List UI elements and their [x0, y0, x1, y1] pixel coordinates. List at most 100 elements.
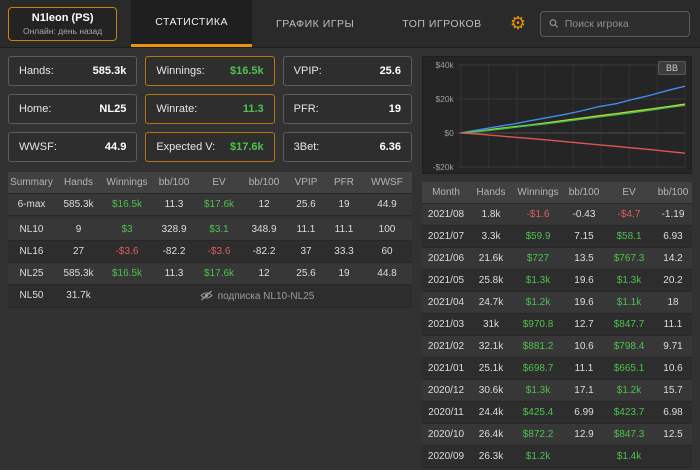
table-row: 2021/07 3.3k $59.9 7.15 $58.1 6.93 — [422, 225, 692, 248]
cell: -82.2 — [152, 240, 196, 263]
cell: -$1.6 — [512, 203, 564, 226]
column-header: EV — [604, 182, 654, 204]
cell: -0.43 — [564, 203, 604, 226]
cell: 26.4k — [470, 423, 512, 446]
subscription-note[interactable]: подписка NL10-NL25 — [102, 284, 412, 308]
cell: 25.1k — [470, 357, 512, 380]
eye-off-icon — [199, 290, 213, 300]
cell: 2021/03 — [422, 313, 470, 336]
cell: 2021/01 — [422, 357, 470, 380]
cell: 31.7k — [55, 284, 102, 308]
player-badge[interactable]: N1leon (PS) Онлайн: день назад — [8, 6, 118, 41]
bb-toggle[interactable]: BB — [657, 61, 686, 75]
cell: 585.3k — [55, 262, 102, 285]
cell: $872.2 — [512, 423, 564, 446]
y-axis-label: $20k — [436, 94, 455, 104]
stat-value: $17.6k — [230, 141, 264, 153]
column-header: Winnings — [512, 182, 564, 204]
cell: 26.3k — [470, 445, 512, 468]
stat-value: 11.3 — [242, 103, 264, 115]
cell: 11.3 — [152, 193, 196, 216]
search-input[interactable] — [564, 17, 681, 30]
cell: 10.6 — [654, 357, 692, 380]
cell: 6.99 — [564, 401, 604, 424]
stat-value: $16.5k — [230, 65, 264, 77]
cell: 9.71 — [654, 335, 692, 358]
cell: 6.98 — [654, 401, 692, 424]
tabs: СТАТИСТИКА ГРАФИК ИГРЫ ТОП ИГРОКОВ — [131, 0, 505, 47]
cell: 15.7 — [654, 379, 692, 402]
cell: 11.1 — [326, 218, 362, 241]
table-row: 2021/08 1.8k -$1.6 -0.43 -$4.7 -1.19 — [422, 203, 692, 226]
table-row: 6-max 585.3k $16.5k 11.3 $17.6k 12 25.6 19 44.9 — [8, 193, 412, 216]
cell: -$4.7 — [604, 203, 654, 226]
y-axis-label: $40k — [436, 60, 455, 70]
cell: 2020/11 — [422, 401, 470, 424]
table-row-locked: NL50 31.7k подписка NL10-NL25 — [8, 284, 412, 308]
cell: $3.1 — [196, 218, 242, 241]
cell: $3 — [102, 218, 152, 241]
winnings-chart: $40k $20k $0 -$20k BB — [422, 56, 692, 174]
cell: $1.3k — [512, 379, 564, 402]
column-header: Winnings — [102, 172, 152, 194]
column-header: EV — [196, 172, 242, 194]
cell: 12 — [242, 262, 286, 285]
search-icon — [549, 19, 559, 28]
stat-label: Winrate: — [156, 103, 198, 115]
column-header: Summary — [8, 172, 55, 194]
cell: 27 — [55, 240, 102, 263]
stat-label: 3Bet: — [293, 141, 320, 153]
stat-value: 44.9 — [104, 141, 127, 153]
cell: 18 — [654, 291, 692, 314]
tab-top-players[interactable]: ТОП ИГРОКОВ — [402, 17, 482, 30]
tab-game-graph[interactable]: ГРАФИК ИГРЫ — [276, 17, 355, 30]
cell: 37 — [286, 240, 326, 263]
cell: 585.3k — [55, 193, 102, 216]
cell: 2021/04 — [422, 291, 470, 314]
cell: 11.1 — [564, 357, 604, 380]
cell: 11.1 — [654, 313, 692, 336]
left-column: Hands: 585.3k Winnings: $16.5k VPIP: 25.6 Home… — [8, 56, 412, 468]
cell: NL25 — [8, 262, 55, 285]
table-row: 2021/02 32.1k $881.2 10.6 $798.4 9.71 — [422, 335, 692, 358]
stat-label: VPIP: — [293, 65, 322, 77]
stat-3bet: 3Bet: 6.36 — [282, 132, 412, 162]
cell: 31k — [470, 313, 512, 336]
stat-pfr: PFR: 19 — [282, 94, 412, 124]
cell: 44.9 — [362, 193, 412, 216]
cell: $59.9 — [512, 225, 564, 248]
column-header: Hands — [55, 172, 102, 194]
cell: -82.2 — [242, 240, 286, 263]
stat-value: 6.36 — [379, 141, 401, 153]
summary-table: Summary Hands Winnings bb/100 EV bb/100 VPIP PF… — [8, 172, 412, 308]
table-row: 2020/09 26.3k $1.2k $1.4k — [422, 445, 692, 468]
cell: $17.6k — [196, 262, 242, 285]
table-row: 2021/01 25.1k $698.7 11.1 $665.1 10.6 — [422, 357, 692, 380]
player-status: Онлайн: день назад — [23, 25, 103, 36]
table-row: 2021/05 25.8k $1.3k 19.6 $1.3k 20.2 — [422, 269, 692, 292]
cell: -1.19 — [654, 203, 692, 226]
top-bar: N1leon (PS) Онлайн: день назад СТАТИСТИК… — [0, 0, 700, 48]
row-spacer — [8, 215, 412, 219]
table-row: 2020/11 24.4k $425.4 6.99 $423.7 6.98 — [422, 401, 692, 424]
y-axis-label: $0 — [444, 128, 454, 138]
tab-statistics[interactable]: СТАТИСТИКА — [131, 0, 253, 47]
cell: 2021/06 — [422, 247, 470, 270]
stat-value: 585.3k — [92, 65, 127, 77]
cell: $1.4k — [604, 445, 654, 468]
cell: 25.6 — [286, 262, 326, 285]
cell: 44.8 — [362, 262, 412, 285]
cell: 32.1k — [470, 335, 512, 358]
settings-gear-icon[interactable]: ⚙ — [509, 13, 526, 33]
search-box[interactable] — [540, 10, 690, 37]
cell: 25.6 — [286, 193, 326, 216]
cell: -$3.6 — [102, 240, 152, 263]
column-header: Hands — [470, 182, 512, 204]
stat-winrate: Winrate: 11.3 — [145, 94, 275, 124]
subscription-text: подписка NL10-NL25 — [217, 290, 315, 302]
cell: 21.6k — [470, 247, 512, 270]
cell: 12 — [242, 193, 286, 216]
cell — [654, 445, 692, 468]
chart-svg: $40k $20k $0 -$20k — [433, 60, 686, 172]
cell: 17.1 — [564, 379, 604, 402]
